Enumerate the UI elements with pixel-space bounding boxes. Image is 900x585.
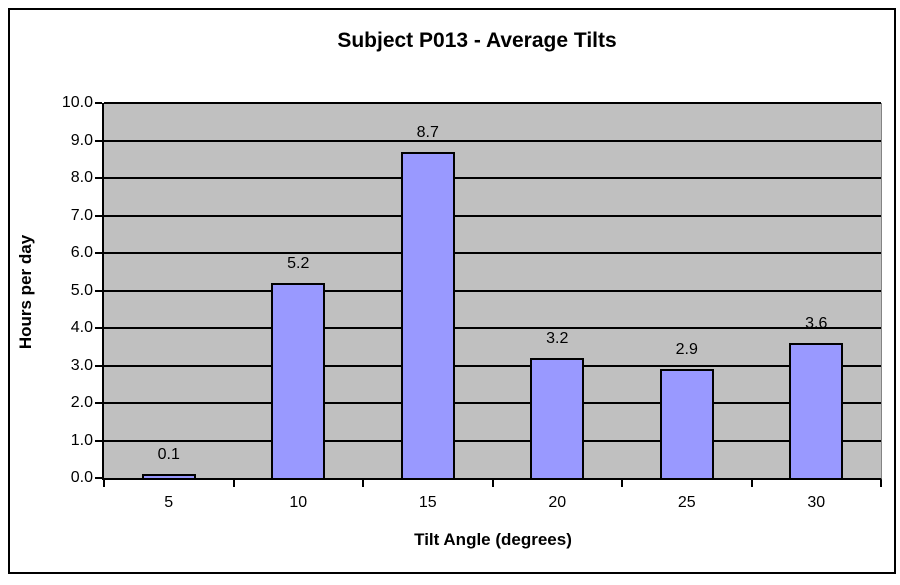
- x-tick-mark: [621, 480, 623, 487]
- y-axis-tick-label: 1.0: [70, 431, 93, 449]
- y-tick-mark: [95, 289, 102, 292]
- x-axis-title: Tilt Angle (degrees): [414, 530, 572, 549]
- y-axis-tick-label: 8.0: [70, 169, 93, 186]
- gridline: [104, 252, 881, 254]
- y-axis-tick-label: 6.0: [70, 244, 93, 261]
- y-axis-title-text: Hours per day: [16, 234, 35, 350]
- y-tick-mark: [95, 252, 102, 254]
- x-axis-tick-label: 5: [164, 494, 174, 511]
- bar: [400, 151, 455, 478]
- bar-value-label: 0.1: [157, 446, 180, 464]
- bar-value-label: 3.2: [546, 330, 569, 347]
- bar-value-label: 5.2: [287, 255, 310, 272]
- bar-value-label: 2.9: [675, 341, 698, 359]
- x-tick-mark: [750, 480, 753, 487]
- y-axis-tick-label: 4.0: [70, 319, 93, 336]
- y-axis-tick-label: 5.0: [70, 281, 93, 299]
- x-tick-mark: [232, 480, 235, 487]
- gridline: [104, 439, 881, 442]
- bar-value-label: 8.7: [416, 123, 439, 141]
- y-axis-tick-label: 3.0: [70, 356, 93, 374]
- x-axis-tick-label: 10: [289, 494, 308, 511]
- gridline: [104, 364, 881, 367]
- bar: [530, 358, 585, 478]
- y-tick-mark: [95, 402, 102, 404]
- bar: [789, 343, 844, 478]
- x-axis-tick-label: 15: [418, 494, 437, 511]
- y-tick-mark: [95, 364, 102, 367]
- y-axis-tick-label: 0.0: [70, 469, 93, 486]
- y-axis-tick-label: 10.0: [61, 94, 93, 111]
- gridline: [104, 402, 881, 404]
- x-tick-mark: [103, 480, 105, 487]
- bar-value-label: 3.6: [805, 315, 828, 332]
- y-tick-mark: [95, 177, 102, 179]
- gridline: [104, 102, 881, 104]
- x-tick-mark: [491, 480, 494, 487]
- y-tick-mark: [95, 477, 102, 479]
- y-axis-tick-label: 7.0: [70, 206, 93, 224]
- x-axis-tick-label: 25: [677, 494, 696, 511]
- plot-area: [102, 103, 882, 480]
- x-axis-tick-label: 30: [807, 494, 826, 511]
- gridline: [104, 177, 881, 179]
- y-tick-mark: [95, 439, 102, 442]
- gridline: [104, 327, 881, 329]
- y-tick-mark: [95, 102, 102, 104]
- y-tick-mark: [95, 214, 102, 217]
- y-axis-tick-label: 2.0: [70, 394, 93, 411]
- bar: [659, 369, 714, 478]
- x-tick-mark: [362, 480, 364, 487]
- chart-title: Subject P013 - Average Tilts: [337, 29, 617, 52]
- bar: [271, 283, 326, 478]
- y-axis-tick-label: 9.0: [70, 131, 93, 149]
- x-axis-tick-label: 20: [548, 494, 567, 511]
- y-tick-mark: [95, 327, 102, 329]
- bar: [141, 474, 196, 478]
- x-tick-mark: [880, 480, 882, 487]
- y-tick-mark: [95, 139, 102, 142]
- gridline: [104, 289, 881, 292]
- gridline: [104, 214, 881, 217]
- gridline: [104, 139, 881, 142]
